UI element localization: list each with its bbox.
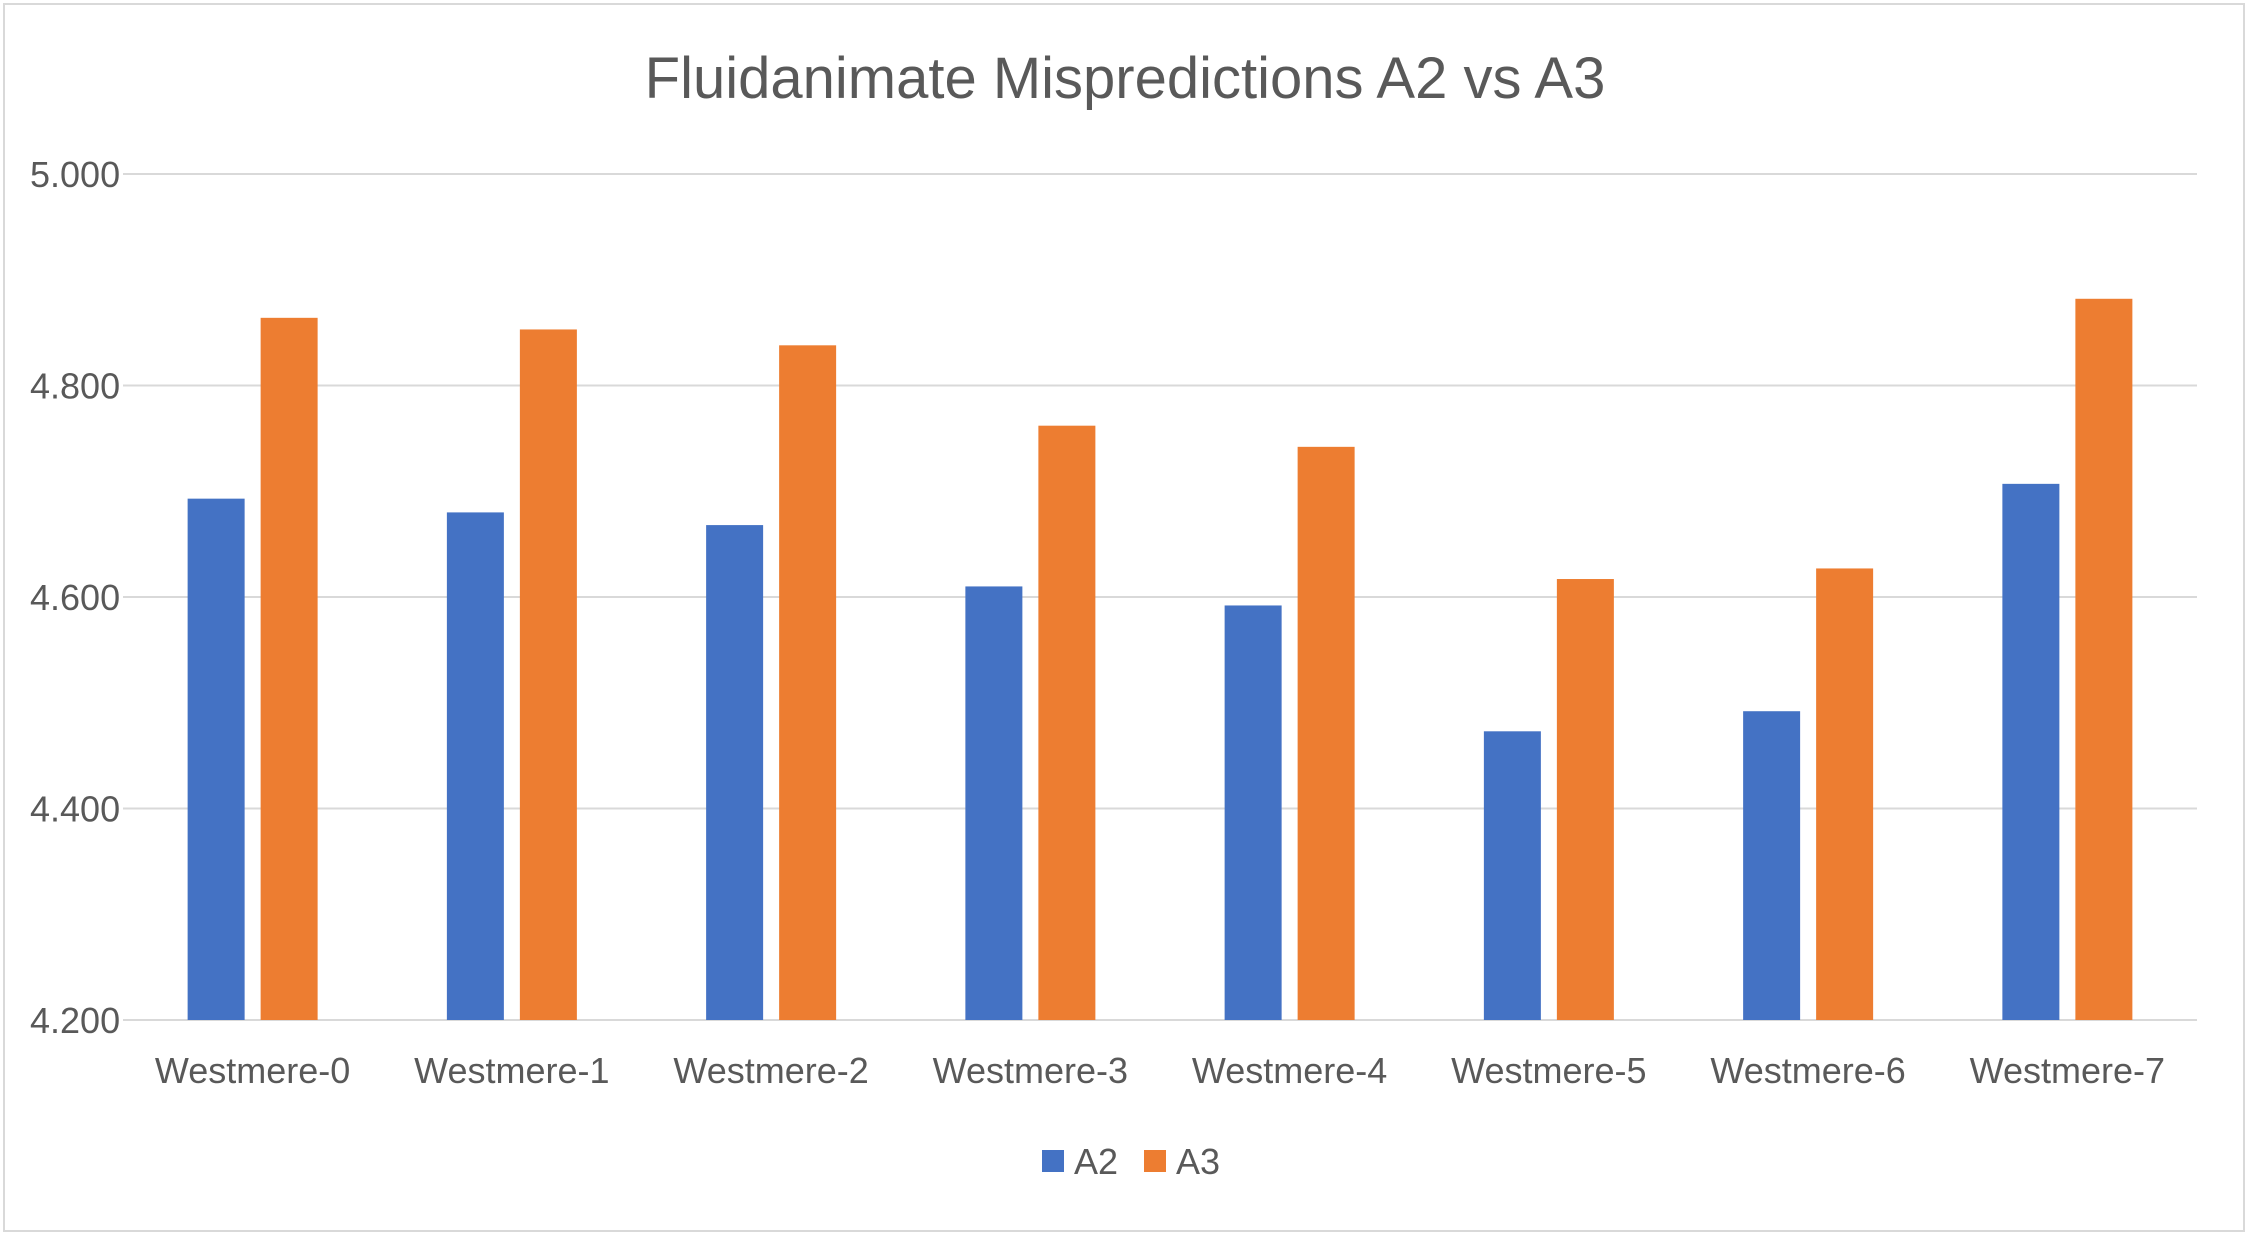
legend: A2 A3 xyxy=(1042,1141,1220,1182)
bar-a2-westmere-6 xyxy=(1743,711,1801,1020)
legend-swatch-a3 xyxy=(1144,1150,1166,1172)
bar-a3-westmere-7 xyxy=(2075,298,2133,1020)
bar-a3-westmere-6 xyxy=(1816,568,1874,1020)
bar-a3-westmere-1 xyxy=(519,329,577,1020)
bar-a2-westmere-1 xyxy=(446,512,504,1020)
bar-a2-westmere-2 xyxy=(706,525,764,1020)
bar-a3-westmere-0 xyxy=(260,317,318,1020)
x-tick-label: Westmere-1 xyxy=(414,1050,609,1091)
bar-a3-westmere-2 xyxy=(779,345,837,1020)
x-tick-label: Westmere-3 xyxy=(933,1050,1128,1091)
y-tick-label: 4.600 xyxy=(30,577,120,618)
y-axis-ticks: 4.200 4.400 4.600 4.800 5.000 xyxy=(30,154,120,1041)
bars xyxy=(187,298,2133,1021)
y-tick-label: 5.000 xyxy=(30,154,120,195)
bar-a3-westmere-5 xyxy=(1556,579,1614,1020)
bar-a3-westmere-4 xyxy=(1297,446,1355,1021)
gridlines xyxy=(123,173,2197,1021)
bar-a2-westmere-5 xyxy=(1483,731,1541,1020)
x-tick-label: Westmere-7 xyxy=(1970,1050,2165,1091)
legend-label-a2: A2 xyxy=(1074,1141,1118,1182)
bar-a2-westmere-0 xyxy=(187,498,245,1021)
x-axis-ticks: Westmere-0 Westmere-1 Westmere-2 Westmere-3… xyxy=(155,1050,2165,1091)
x-tick-label: Westmere-5 xyxy=(1451,1050,1646,1091)
y-tick-label: 4.800 xyxy=(30,366,120,407)
bar-a2-westmere-3 xyxy=(965,586,1023,1020)
legend-label-a3: A3 xyxy=(1176,1141,1220,1182)
x-tick-label: Westmere-4 xyxy=(1192,1050,1387,1091)
x-tick-label: Westmere-6 xyxy=(1710,1050,1905,1091)
bar-a3-westmere-3 xyxy=(1038,425,1096,1020)
bar-a2-westmere-4 xyxy=(1224,605,1282,1020)
y-tick-label: 4.200 xyxy=(30,1000,120,1041)
legend-swatch-a2 xyxy=(1042,1150,1064,1172)
y-tick-label: 4.400 xyxy=(30,789,120,830)
bar-a2-westmere-7 xyxy=(2002,483,2060,1020)
chart-title: Fluidanimate Mispredictions A2 vs A3 xyxy=(645,46,1606,111)
x-tick-label: Westmere-0 xyxy=(155,1050,350,1091)
x-tick-label: Westmere-2 xyxy=(673,1050,868,1091)
